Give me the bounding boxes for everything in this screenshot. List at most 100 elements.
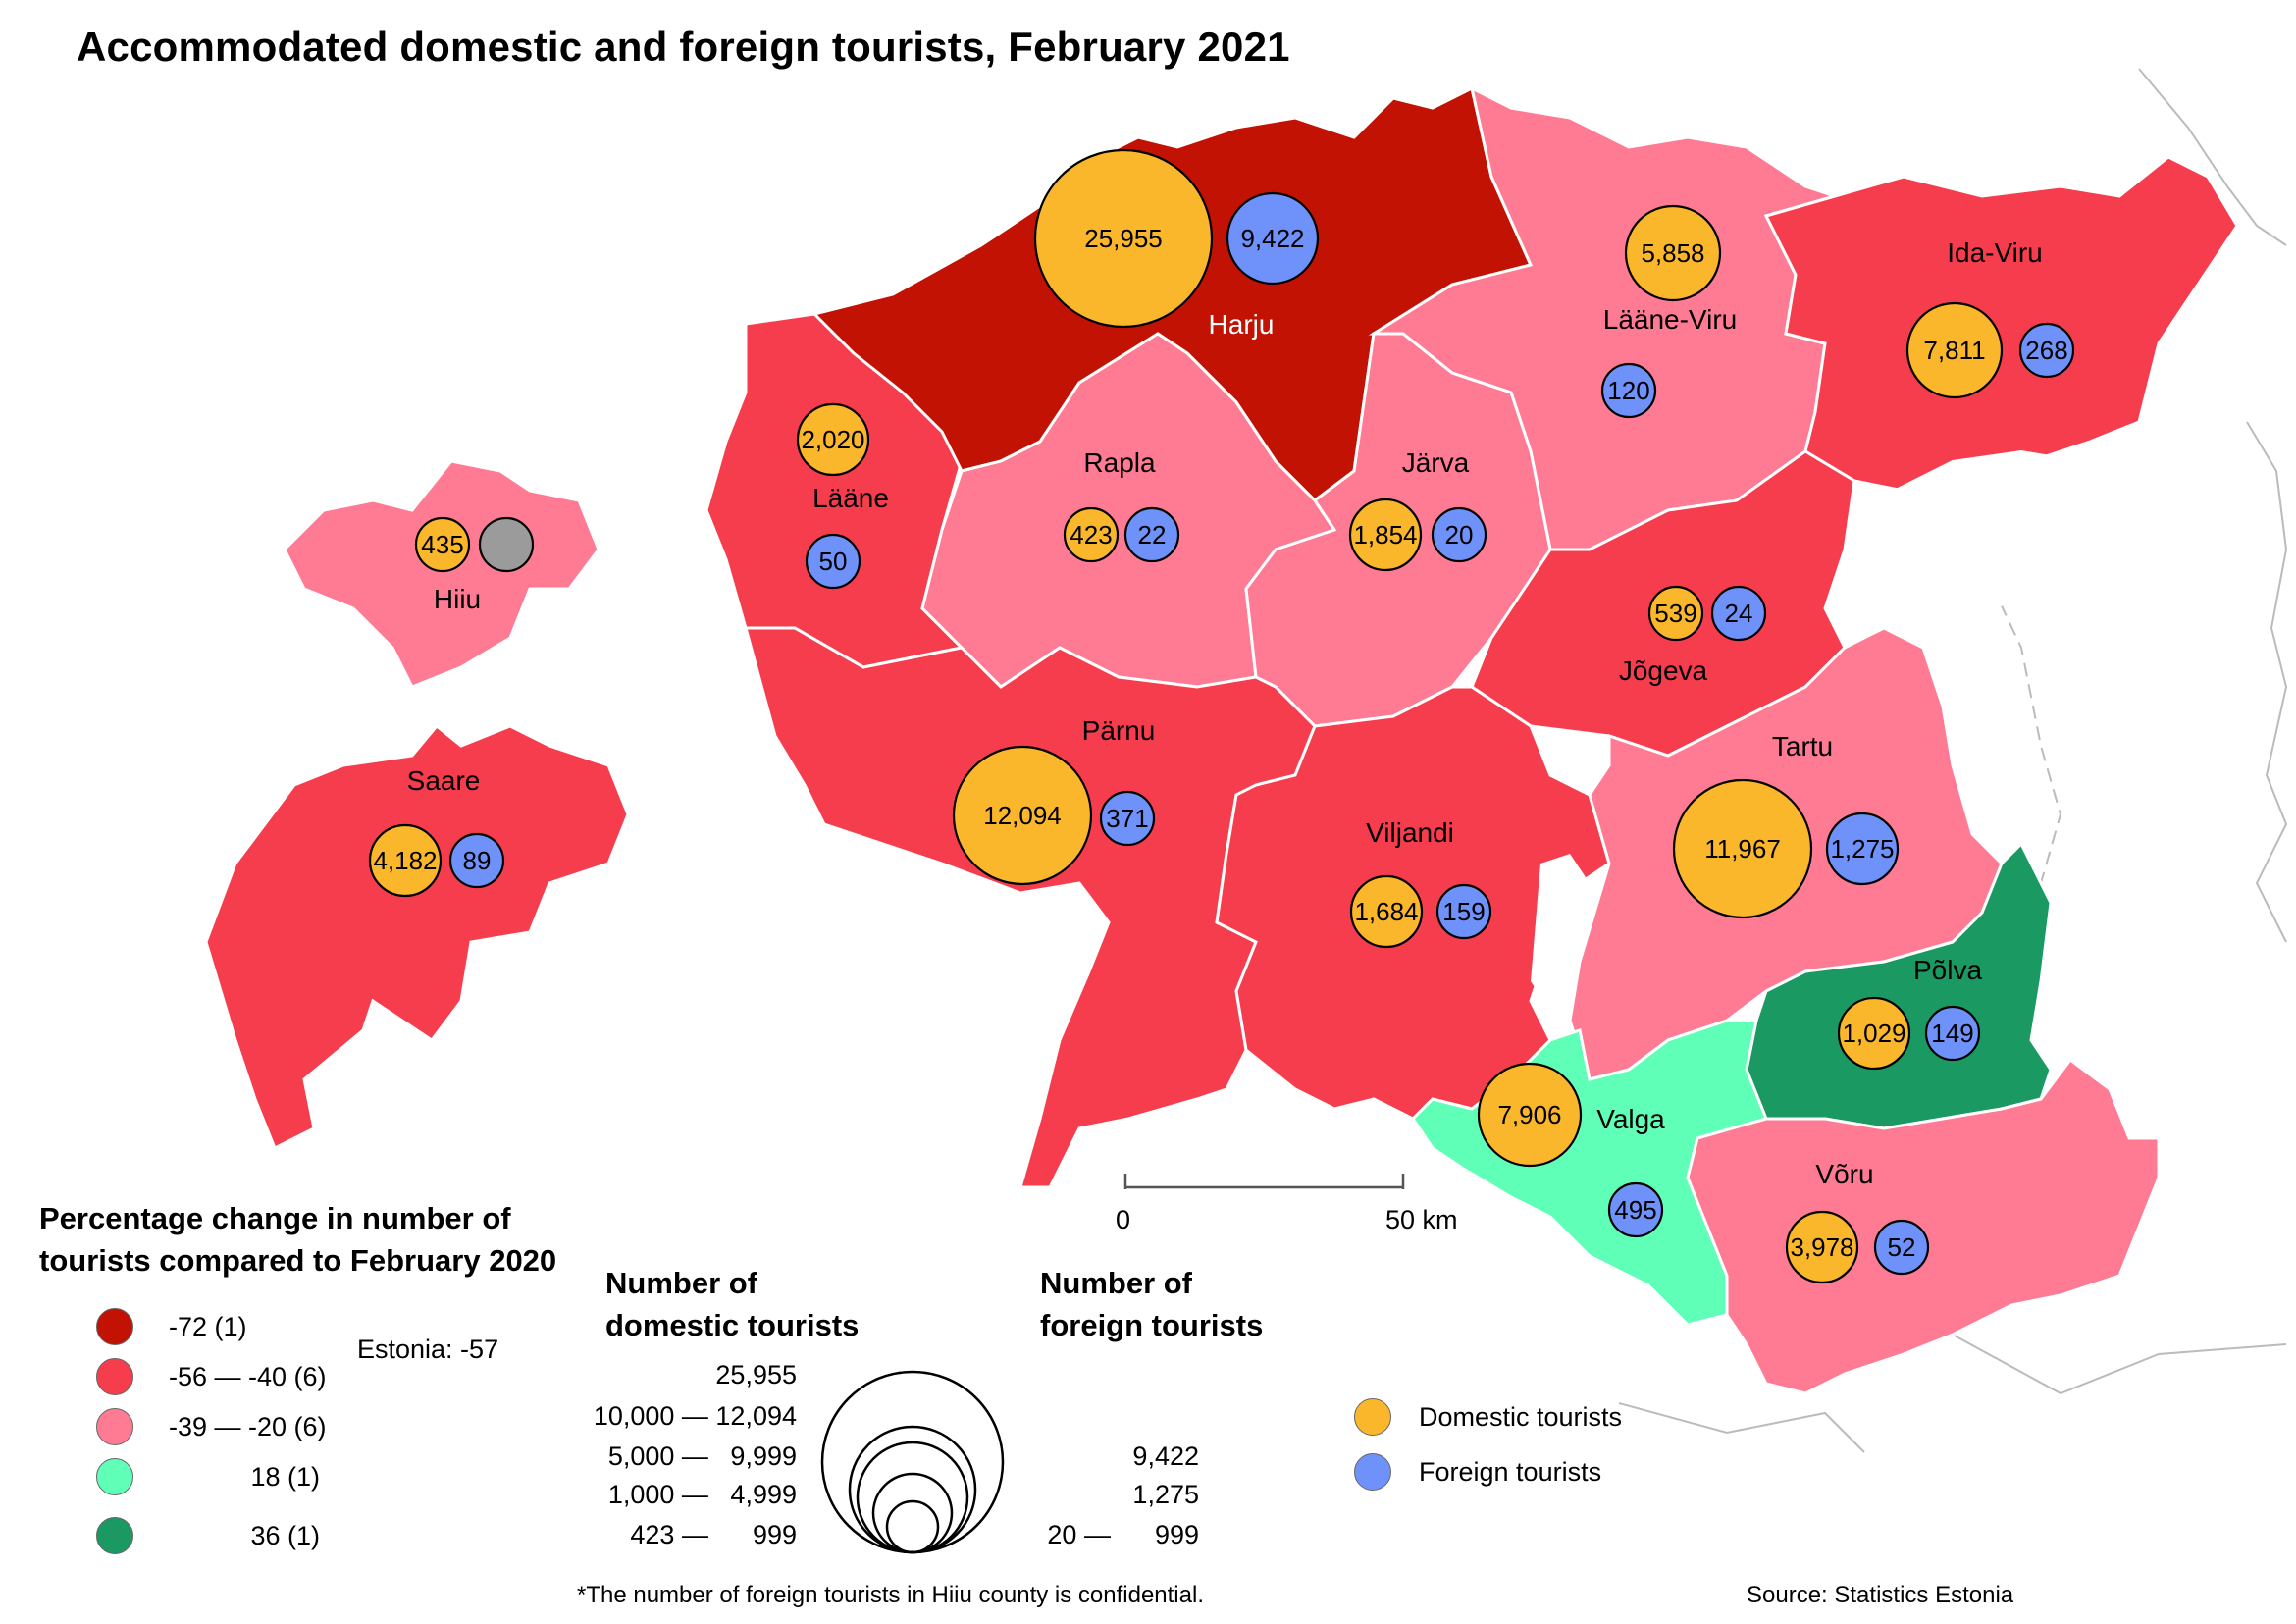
- county-label-voru: Võru: [1815, 1159, 1873, 1189]
- estonia-total: Estonia: -57: [357, 1335, 499, 1364]
- change-item-72: -72 (1): [169, 1312, 247, 1341]
- size-legend-circle-12094: [848, 1425, 977, 1554]
- map-title: Accommodated domestic and foreign touris…: [77, 24, 1290, 70]
- domestic-rapla-value: 423: [1070, 520, 1112, 550]
- domestic-legend-title-line2: domestic tourists: [605, 1308, 860, 1342]
- domestic-parnu-value: 12,094: [983, 801, 1062, 830]
- domestic-harju-bubble: [1033, 148, 1214, 329]
- domestic-jarva-value: 1,854: [1353, 520, 1417, 550]
- domestic-color-label: Domestic tourists: [1419, 1402, 1623, 1432]
- foreign-laane-viru-bubble: [1600, 362, 1657, 419]
- foreign-jarva-bubble: [1431, 506, 1487, 563]
- foreign-voru-value: 52: [1888, 1232, 1916, 1262]
- foreign-jarva-value: 20: [1445, 520, 1474, 550]
- foreign-jogeva-value: 24: [1725, 599, 1753, 628]
- lake-peipus: [1843, 449, 2112, 620]
- domestic-legend-value-4: 1,000 — 4,999: [607, 1480, 797, 1509]
- domestic-saare-value: 4,182: [373, 846, 437, 875]
- scale-start-label: 0: [1116, 1205, 1131, 1234]
- lake-vortsjarv: [1531, 854, 1590, 1011]
- county-label-ida-viru: Ida-Viru: [1947, 237, 2043, 268]
- change-swatch-72: [96, 1308, 133, 1345]
- domestic-parnu-bubble: [952, 745, 1093, 886]
- domestic-polva-bubble: [1837, 996, 1911, 1071]
- foreign-viljandi-bubble: [1435, 883, 1492, 940]
- change-item-18: 18 (1): [250, 1462, 320, 1492]
- domestic-legend-value-3: 5,000 — 9,999: [607, 1441, 797, 1471]
- foreign-legend-value-1: 9,422: [1132, 1441, 1199, 1471]
- foreign-saare-value: 89: [463, 846, 492, 875]
- foreign-laane-viru-value: 120: [1607, 376, 1649, 405]
- foreign-rapla-bubble: [1123, 506, 1180, 563]
- change-legend-title: Percentage change in number of tourists …: [39, 1197, 556, 1282]
- foreign-color-label: Foreign tourists: [1419, 1457, 1602, 1487]
- domestic-tartu-value: 11,967: [1704, 834, 1781, 864]
- source: Source: Statistics Estonia: [1747, 1582, 2014, 1608]
- foreign-legend-title: Number of foreign tourists: [1040, 1262, 1263, 1346]
- lake-border: [1981, 563, 2062, 884]
- county-label-parnu: Pärnu: [1082, 715, 1156, 746]
- domestic-valga-value: 7,906: [1497, 1100, 1561, 1129]
- domestic-ida-viru-bubble: [1905, 301, 2004, 399]
- foreign-laane-bubble: [805, 533, 861, 590]
- scale-end-label: 50 km: [1385, 1205, 1458, 1234]
- foreign-viljandi-value: 159: [1442, 897, 1485, 926]
- domestic-jarva-bubble: [1348, 498, 1423, 572]
- domestic-voru-bubble: [1785, 1210, 1859, 1284]
- change-swatch-56-40: [96, 1358, 133, 1395]
- county-hiiu: [283, 459, 600, 689]
- domestic-hiiu-bubble: [414, 516, 471, 573]
- neighbour-border: [1618, 68, 2288, 1453]
- domestic-color-swatch: [1354, 1398, 1391, 1436]
- county-labels: Harju Lääne-Viru Ida-Viru Lääne Rapla Järva Hi…: [407, 237, 2043, 1189]
- foreign-legend-value-3: 20 — 999: [1047, 1520, 1199, 1549]
- county-label-polva: Põlva: [1913, 955, 1982, 985]
- domestic-viljandi-bubble: [1349, 874, 1424, 949]
- foreign-voru-bubble: [1873, 1219, 1930, 1276]
- county-label-laane: Lääne: [812, 483, 889, 513]
- change-item-39-20: -39 — -20 (6): [169, 1412, 327, 1441]
- county-saare: [204, 723, 630, 1151]
- change-legend-title-line2: tourists compared to February 2020: [39, 1243, 557, 1278]
- county-parnu: [744, 626, 1317, 1189]
- domestic-laane-bubble: [796, 402, 870, 477]
- change-legend-title-line1: Percentage change in number of: [39, 1201, 511, 1235]
- scale-bar: [1123, 1174, 1405, 1189]
- domestic-voru-value: 3,978: [1790, 1232, 1853, 1262]
- foreign-parnu-bubble: [1099, 790, 1156, 847]
- foreign-legend-title-line2: foreign tourists: [1040, 1308, 1264, 1342]
- domestic-laane-value: 2,020: [801, 425, 864, 454]
- domestic-legend-value-5: 423 — 999: [630, 1520, 797, 1549]
- foreign-tartu-bubble: [1825, 812, 1900, 886]
- domestic-jogeva-value: 539: [1654, 599, 1696, 628]
- domestic-saare-bubble: [368, 823, 443, 898]
- domestic-legend-title-line1: Number of: [605, 1266, 757, 1300]
- change-swatch-18: [96, 1458, 133, 1495]
- change-swatch-36: [96, 1517, 133, 1554]
- change-swatch-39-20: [96, 1408, 133, 1445]
- county-voru: [1686, 1057, 2161, 1395]
- foreign-polva-value: 149: [1931, 1019, 1973, 1048]
- foreign-harju-bubble: [1226, 191, 1320, 286]
- county-label-harju: Harju: [1209, 309, 1275, 340]
- size-legend-circle-9999: [856, 1441, 969, 1554]
- domestic-valga-bubble: [1477, 1062, 1583, 1168]
- domestic-ida-viru-value: 7,811: [1923, 336, 1985, 365]
- foreign-hiiu-bubble: [478, 516, 535, 573]
- change-item-36: 36 (1): [250, 1521, 320, 1550]
- size-legend-circle-25955: [820, 1370, 1005, 1554]
- county-label-tartu: Tartu: [1772, 731, 1833, 761]
- footnote: *The number of foreign tourists in Hiiu …: [577, 1582, 1204, 1608]
- foreign-legend-title-line1: Number of: [1040, 1266, 1192, 1300]
- domestic-legend-title: Number of domestic tourists: [605, 1262, 859, 1346]
- foreign-legend-value-2: 1,275: [1132, 1480, 1199, 1509]
- foreign-laane-value: 50: [819, 547, 848, 576]
- size-legend-circle-4999: [871, 1472, 954, 1554]
- foreign-tartu-value: 1,275: [1830, 834, 1894, 864]
- foreign-ida-viru-value: 268: [2025, 336, 2067, 365]
- size-legend-circles: [820, 1370, 1005, 1554]
- foreign-ida-viru-bubble: [2018, 322, 2075, 379]
- tourist-bubbles: 25,955 9,422 5,858 120 7,811 268 2,020 50 423 22 1…: [368, 148, 2075, 1284]
